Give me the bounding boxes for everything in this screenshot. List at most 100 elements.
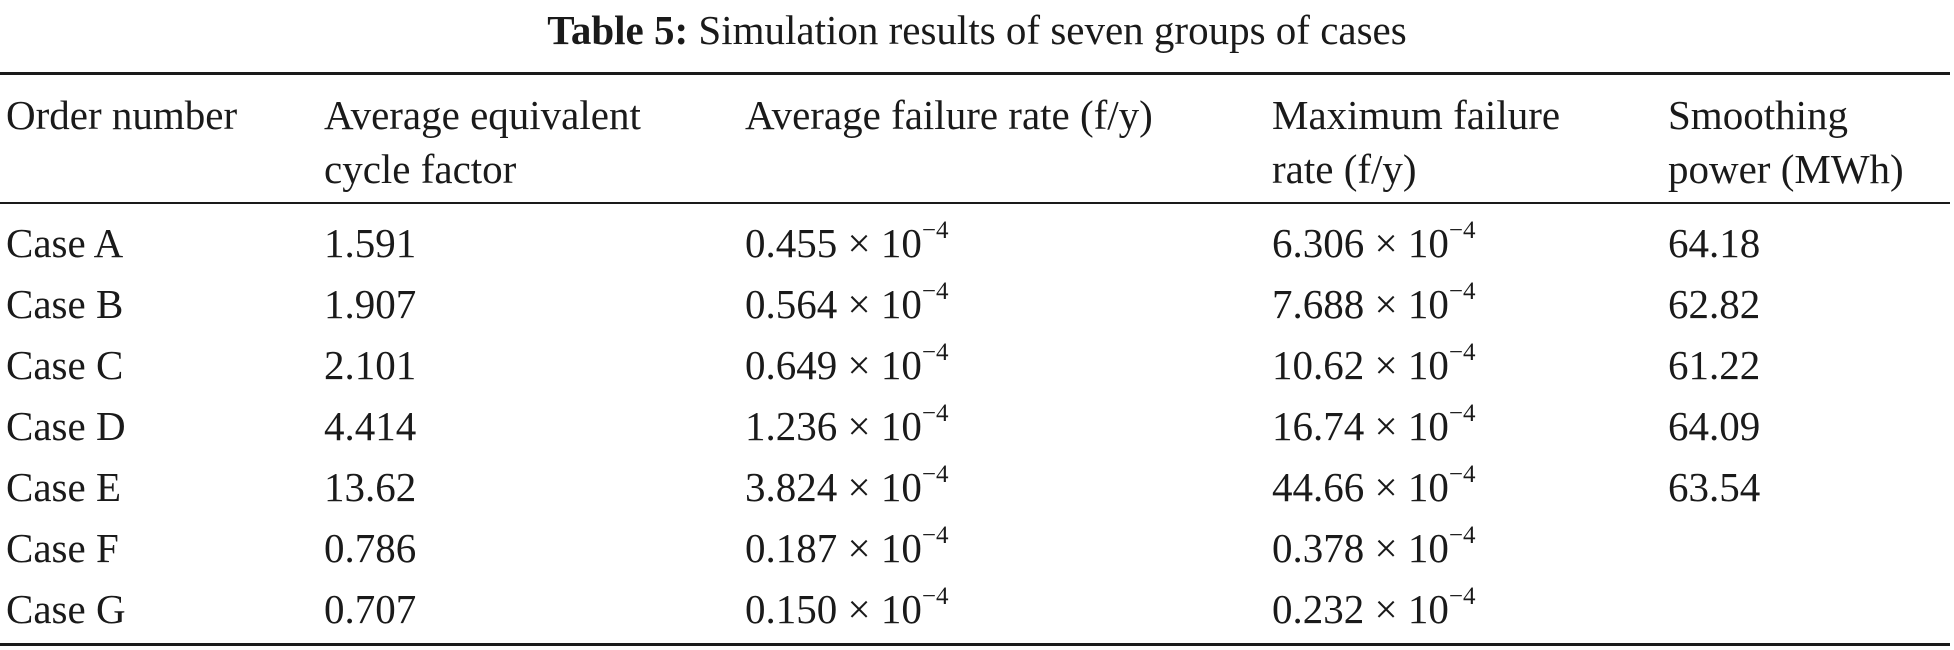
mantissa: 6.306 [1272, 220, 1365, 266]
caption-label: Table 5: [547, 7, 689, 53]
mantissa: 0.232 [1272, 586, 1365, 632]
cell-average-failure-rate: 3.824 × 10−4 [745, 457, 948, 518]
cell-average-failure-rate: 0.455 × 10−4 [745, 213, 948, 274]
exponent: −4 [1448, 522, 1476, 550]
cell-order: Case D [6, 403, 126, 449]
table-row: Case B 1.907 0.564 × 10−4 7.688 × 10−4 6… [0, 274, 1950, 335]
mantissa: 0.150 [745, 586, 838, 632]
mantissa: 1.236 [745, 403, 838, 449]
cell-smoothing-power: 63.54 [1668, 464, 1761, 510]
header-maximum-failure-rate: Maximum failure rate (f/y) [1272, 88, 1560, 196]
mantissa: 10.62 [1272, 342, 1365, 388]
mantissa: 7.688 [1272, 281, 1365, 327]
multiplier: × 10 [847, 342, 922, 388]
cell-cycle-factor: 1.907 [324, 281, 417, 327]
cell-maximum-failure-rate: 16.74 × 10−4 [1272, 396, 1475, 457]
multiplier: × 10 [1374, 281, 1449, 327]
header-line: Smoothing [1668, 92, 1848, 138]
exponent: −4 [1448, 217, 1476, 245]
table-row: Case F 0.786 0.187 × 10−4 0.378 × 10−4 [0, 518, 1950, 579]
cell-maximum-failure-rate: 0.232 × 10−4 [1272, 579, 1475, 640]
cell-cycle-factor: 0.707 [324, 586, 417, 632]
table-row: Case D 4.414 1.236 × 10−4 16.74 × 10−4 6… [0, 396, 1950, 457]
multiplier: × 10 [1374, 586, 1449, 632]
cell-cycle-factor: 4.414 [324, 403, 417, 449]
header-line: Maximum failure [1272, 92, 1561, 138]
cell-average-failure-rate: 0.564 × 10−4 [745, 274, 948, 335]
exponent: −4 [921, 400, 949, 428]
cell-cycle-factor: 13.62 [324, 464, 417, 510]
table-bottom-rule [0, 643, 1950, 646]
header-line: cycle factor [324, 146, 517, 192]
table-row: Case A 1.591 0.455 × 10−4 6.306 × 10−4 6… [0, 213, 1950, 274]
cell-smoothing-power: 62.82 [1668, 281, 1761, 327]
cell-cycle-factor: 0.786 [324, 525, 417, 571]
multiplier: × 10 [847, 586, 922, 632]
cell-smoothing-power: 61.22 [1668, 342, 1761, 388]
cell-maximum-failure-rate: 6.306 × 10−4 [1272, 213, 1475, 274]
mantissa: 0.187 [745, 525, 838, 571]
mantissa: 0.649 [745, 342, 838, 388]
multiplier: × 10 [1374, 403, 1449, 449]
header-line: rate (f/y) [1272, 146, 1417, 192]
multiplier: × 10 [1374, 220, 1449, 266]
header-order-number: Order number [6, 88, 237, 142]
multiplier: × 10 [847, 464, 922, 510]
multiplier: × 10 [847, 281, 922, 327]
cell-average-failure-rate: 0.187 × 10−4 [745, 518, 948, 579]
header-average-equivalent-cycle-factor: Average equivalent cycle factor [324, 88, 641, 196]
cell-maximum-failure-rate: 7.688 × 10−4 [1272, 274, 1475, 335]
cell-order: Case F [6, 525, 119, 571]
cell-cycle-factor: 1.591 [324, 220, 417, 266]
exponent: −4 [921, 461, 949, 489]
cell-order: Case B [6, 281, 124, 327]
multiplier: × 10 [847, 220, 922, 266]
exponent: −4 [1448, 583, 1476, 611]
exponent: −4 [1448, 461, 1476, 489]
cell-order: Case A [6, 220, 124, 266]
multiplier: × 10 [847, 403, 922, 449]
cell-order: Case C [6, 342, 124, 388]
table-top-rule [0, 72, 1950, 75]
mantissa: 0.455 [745, 220, 838, 266]
table-row: Case G 0.707 0.150 × 10−4 0.232 × 10−4 [0, 579, 1950, 640]
header-line: power (MWh) [1668, 146, 1904, 192]
multiplier: × 10 [1374, 525, 1449, 571]
cell-average-failure-rate: 1.236 × 10−4 [745, 396, 948, 457]
mantissa: 0.564 [745, 281, 838, 327]
cell-average-failure-rate: 0.150 × 10−4 [745, 579, 948, 640]
cell-order: Case G [6, 586, 126, 632]
cell-maximum-failure-rate: 0.378 × 10−4 [1272, 518, 1475, 579]
cell-maximum-failure-rate: 44.66 × 10−4 [1272, 457, 1475, 518]
cell-cycle-factor: 2.101 [324, 342, 417, 388]
cell-order: Case E [6, 464, 121, 510]
mantissa: 16.74 [1272, 403, 1365, 449]
header-line: Order number [6, 92, 238, 138]
exponent: −4 [1448, 339, 1476, 367]
exponent: −4 [921, 278, 949, 306]
table-header-rule [0, 202, 1950, 204]
header-smoothing-power: Smoothing power (MWh) [1668, 88, 1904, 196]
cell-average-failure-rate: 0.649 × 10−4 [745, 335, 948, 396]
mantissa: 3.824 [745, 464, 838, 510]
header-line: Average equivalent [324, 92, 641, 138]
table-caption: Table 5: Simulation results of seven gro… [0, 6, 1954, 54]
exponent: −4 [921, 217, 949, 245]
exponent: −4 [921, 339, 949, 367]
table-row: Case C 2.101 0.649 × 10−4 10.62 × 10−4 6… [0, 335, 1950, 396]
multiplier: × 10 [847, 525, 922, 571]
cell-maximum-failure-rate: 10.62 × 10−4 [1272, 335, 1475, 396]
multiplier: × 10 [1374, 464, 1449, 510]
exponent: −4 [921, 583, 949, 611]
exponent: −4 [921, 522, 949, 550]
caption-text: Simulation results of seven groups of ca… [698, 7, 1407, 53]
header-average-failure-rate: Average failure rate (f/y) [745, 88, 1153, 142]
mantissa: 0.378 [1272, 525, 1365, 571]
exponent: −4 [1448, 278, 1476, 306]
cell-smoothing-power: 64.09 [1668, 403, 1761, 449]
header-line: Average failure rate (f/y) [745, 92, 1153, 138]
exponent: −4 [1448, 400, 1476, 428]
mantissa: 44.66 [1272, 464, 1365, 510]
table-row: Case E 13.62 3.824 × 10−4 44.66 × 10−4 6… [0, 457, 1950, 518]
cell-smoothing-power: 64.18 [1668, 220, 1761, 266]
